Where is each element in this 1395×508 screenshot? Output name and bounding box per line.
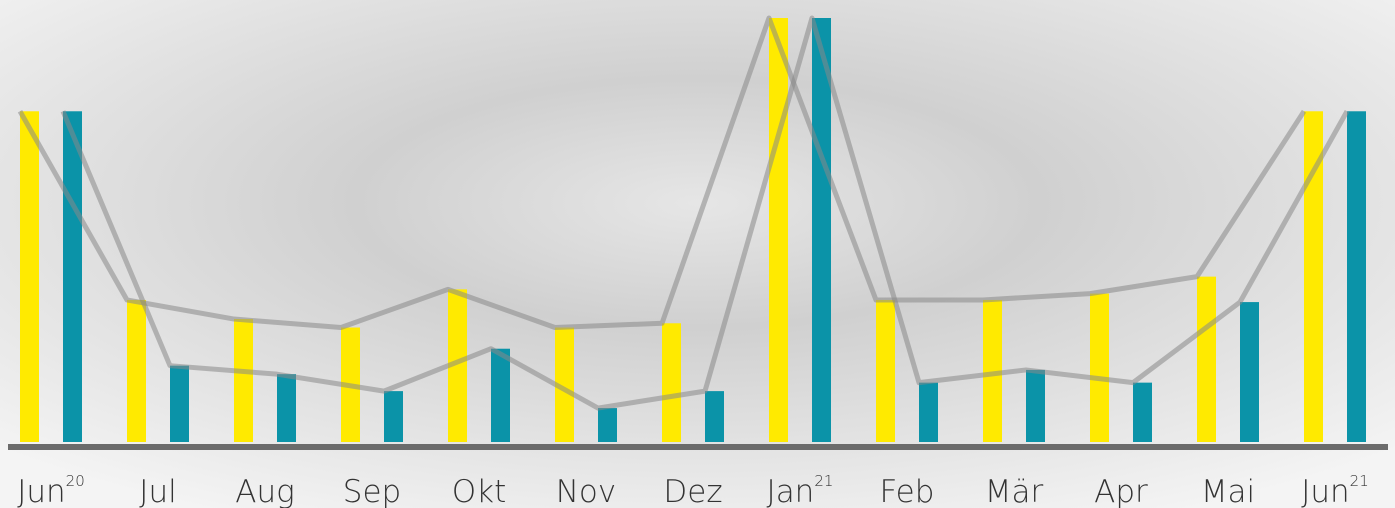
category-name: Feb: [880, 474, 935, 508]
x-tick-label: Nov: [556, 474, 617, 508]
category-year: 20: [66, 472, 85, 490]
bar: [1090, 294, 1109, 442]
x-tick-label: Dez: [663, 474, 722, 508]
x-tick-label: Jul: [139, 474, 176, 508]
bar: [1026, 370, 1045, 442]
bar: [919, 383, 938, 442]
bar: [769, 18, 788, 442]
bar: [63, 111, 82, 442]
category-name: Aug: [235, 474, 294, 508]
bar: [384, 391, 403, 442]
category-name: Sep: [343, 474, 401, 508]
category-year: 21: [814, 472, 833, 490]
x-tick-label: Feb: [880, 474, 935, 508]
bar: [1197, 277, 1216, 442]
category-name: Jan: [767, 474, 815, 508]
category-name: Jul: [139, 474, 176, 508]
bar: [277, 374, 296, 442]
x-tick-label: Sep: [343, 474, 401, 508]
category-name: Jun: [17, 474, 65, 508]
background: [0, 0, 1395, 508]
x-tick-label: Apr: [1094, 474, 1148, 508]
x-tick-label: Aug: [235, 474, 294, 508]
category-name: Apr: [1094, 474, 1148, 508]
bar: [234, 319, 253, 442]
bar: [491, 349, 510, 442]
bar: [598, 408, 617, 442]
bar: [876, 300, 895, 442]
category-name: Mär: [985, 474, 1044, 508]
bar: [705, 391, 724, 442]
category-name: Okt: [452, 474, 507, 508]
category-name: Jun: [1301, 474, 1349, 508]
category-name: Dez: [663, 474, 722, 508]
category-year: 21: [1350, 472, 1369, 490]
x-tick-label: Mär: [985, 474, 1044, 508]
bar: [1347, 111, 1366, 442]
category-name: Mai: [1201, 474, 1255, 508]
bar: [1240, 302, 1259, 442]
chart: Jun20JulAugSepOktNovDezJan21FebMärAprMai…: [0, 0, 1395, 508]
category-name: Nov: [556, 474, 617, 508]
x-tick-label: Okt: [452, 474, 507, 508]
bar: [662, 323, 681, 442]
bar: [20, 111, 39, 442]
x-tick-label: Mai: [1201, 474, 1255, 508]
bar: [127, 300, 146, 442]
bar: [1133, 383, 1152, 442]
baseline: [8, 444, 1388, 450]
bar: [170, 366, 189, 442]
